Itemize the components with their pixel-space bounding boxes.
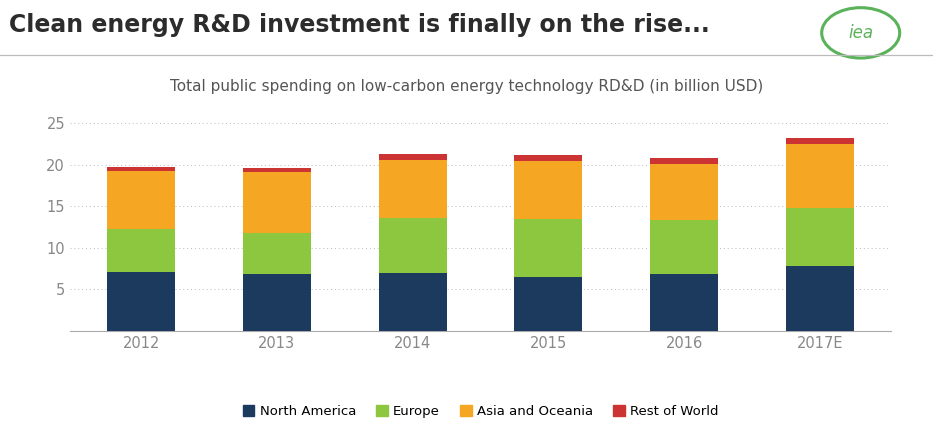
Bar <box>514 161 582 219</box>
Bar <box>107 171 175 229</box>
Bar <box>650 158 718 164</box>
Text: Total public spending on low-carbon energy technology RD&D (in billion USD): Total public spending on low-carbon ener… <box>170 79 763 95</box>
Bar <box>514 277 582 331</box>
Bar <box>786 138 854 144</box>
Bar <box>786 266 854 331</box>
Bar <box>786 208 854 266</box>
Legend: North America, Europe, Asia and Oceania, Rest of World: North America, Europe, Asia and Oceania,… <box>237 400 724 423</box>
Bar <box>786 144 854 208</box>
Bar <box>514 219 582 277</box>
Bar <box>243 168 311 172</box>
Bar <box>243 274 311 331</box>
Bar <box>243 172 311 234</box>
Bar <box>514 154 582 161</box>
Bar <box>243 234 311 274</box>
Text: Clean energy R&D investment is finally on the rise...: Clean energy R&D investment is finally o… <box>9 13 710 37</box>
Bar <box>650 274 718 331</box>
Bar <box>379 159 447 218</box>
Bar <box>379 154 447 159</box>
Bar <box>650 164 718 220</box>
Bar <box>107 167 175 171</box>
Bar <box>379 218 447 273</box>
Bar <box>379 273 447 331</box>
Bar <box>107 229 175 272</box>
Bar <box>650 220 718 274</box>
Bar <box>107 272 175 331</box>
Text: iea: iea <box>848 24 873 42</box>
